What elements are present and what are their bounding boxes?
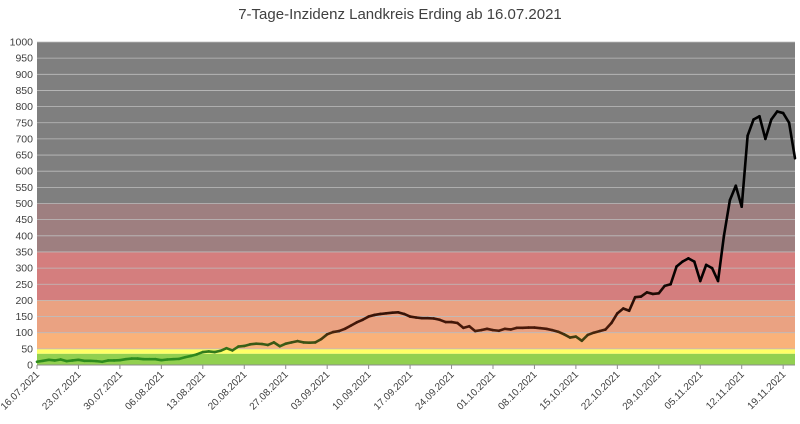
risk-band-0 <box>37 353 795 365</box>
y-tick-label: 750 <box>15 117 33 129</box>
x-tick-label: 24.09.2021 <box>413 369 456 412</box>
series-line-segment <box>627 295 637 313</box>
y-tick-label: 50 <box>21 343 33 355</box>
y-tick-label: 850 <box>15 85 33 97</box>
x-tick-label: 22.10.2021 <box>579 369 622 412</box>
x-tick-label: 16.07.2021 <box>0 369 42 412</box>
series-line-segment <box>740 134 749 209</box>
y-tick-label: 550 <box>15 182 33 194</box>
series-line-segment <box>758 114 767 141</box>
x-tick-label: 27.08.2021 <box>248 369 291 412</box>
series-line-segment <box>764 118 773 141</box>
y-tick-label: 0 <box>27 360 33 372</box>
risk-band-1 <box>37 348 795 354</box>
x-tick-label: 05.11.2021 <box>663 369 706 412</box>
series-line-segment <box>657 284 667 295</box>
x-tick-label: 03.09.2021 <box>289 369 332 412</box>
series-line-segment <box>716 234 726 283</box>
y-tick-label: 150 <box>15 311 33 323</box>
series-line-segment <box>610 312 619 325</box>
x-tick-label: 10.09.2021 <box>331 369 374 412</box>
y-tick-label: 100 <box>15 327 33 339</box>
y-tick-label: 800 <box>15 101 33 113</box>
series-line-segment <box>728 184 738 202</box>
x-tick-label: 13.08.2021 <box>165 369 208 412</box>
x-tick-label: 06.08.2021 <box>123 369 166 412</box>
series-line-segment <box>787 121 797 160</box>
y-tick-label: 1000 <box>10 37 34 49</box>
y-tick-label: 500 <box>15 198 33 210</box>
series-line-segment <box>781 111 791 125</box>
y-tick-label: 700 <box>15 133 33 145</box>
x-tick-label: 20.08.2021 <box>206 369 249 412</box>
y-tick-label: 450 <box>15 214 33 226</box>
x-tick-label: 08.10.2021 <box>496 369 539 412</box>
series-line-segment <box>746 118 755 137</box>
series-line-segment <box>580 333 590 343</box>
y-tick-label: 300 <box>15 263 33 275</box>
series-line-segment <box>604 321 613 331</box>
series-line-segment <box>722 198 732 238</box>
y-tick-label: 200 <box>15 295 33 307</box>
x-tick-label: 17.09.2021 <box>372 369 415 412</box>
y-tick-label: 950 <box>15 53 33 65</box>
x-tick-label: 15.10.2021 <box>538 369 581 412</box>
y-tick-label: 900 <box>15 69 33 81</box>
x-tick-label: 12.11.2021 <box>704 369 747 412</box>
series-line-segment <box>669 265 678 286</box>
series-line-segment <box>698 263 708 283</box>
x-tick-label: 23.07.2021 <box>40 369 83 412</box>
y-tick-label: 250 <box>15 279 33 291</box>
x-tick-label: 29.10.2021 <box>621 369 664 412</box>
y-tick-label: 650 <box>15 150 33 162</box>
chart-title: 7-Tage-Inzidenz Landkreis Erding ab 16.0… <box>238 6 562 23</box>
y-tick-label: 600 <box>15 166 33 178</box>
x-tick-label: 19.11.2021 <box>746 369 789 412</box>
risk-band-5 <box>37 203 795 252</box>
y-tick-label: 400 <box>15 230 33 242</box>
risk-band-4 <box>37 251 795 301</box>
y-tick-label: 350 <box>15 246 33 258</box>
series-line-segment <box>770 110 779 121</box>
series-line-segment <box>693 260 702 283</box>
x-tick-label: 01.10.2021 <box>455 369 498 412</box>
risk-band-2 <box>37 332 795 349</box>
x-tick-label: 30.07.2021 <box>82 369 125 412</box>
